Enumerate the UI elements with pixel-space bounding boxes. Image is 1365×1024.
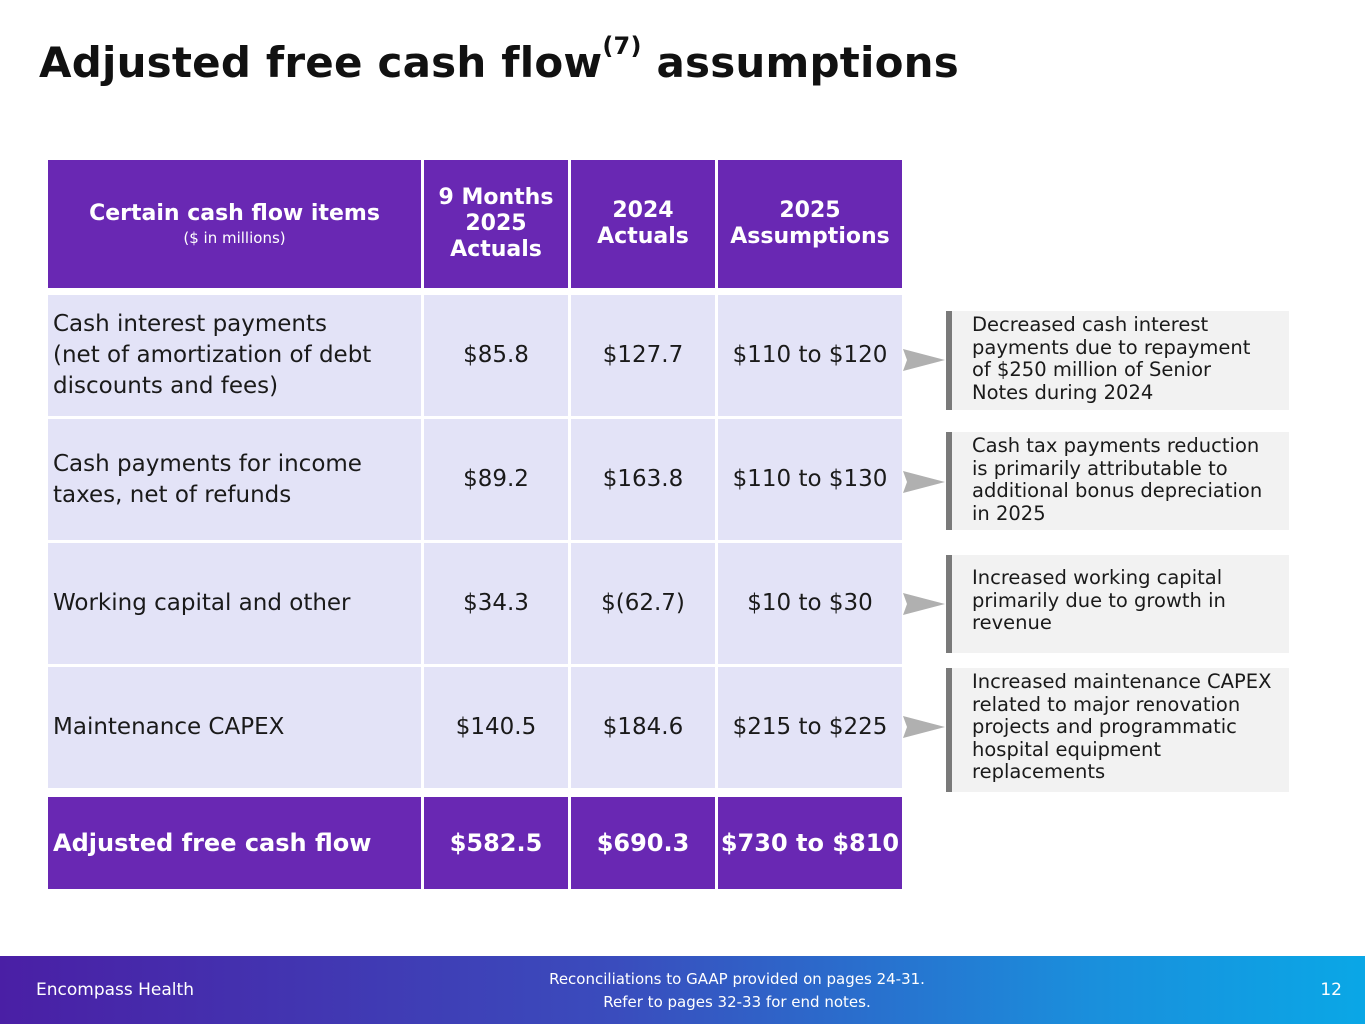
footer-brand: Encompass Health xyxy=(36,980,194,1000)
note-maintenance-capex: Increased maintenance CAPEX related to ma… xyxy=(946,668,1289,792)
total-2025: $730 to $810 xyxy=(718,797,902,889)
cell-9m-2025: $89.2 xyxy=(424,419,568,543)
footer-reconciliation-note: Reconciliations to GAAP provided on page… xyxy=(549,970,925,1011)
row-label: Working capital and other xyxy=(48,543,421,667)
table-row-income-taxes: Cash payments for income taxes, net of re… xyxy=(48,419,902,543)
header-2025-assumptions: 2025 Assumptions xyxy=(718,160,902,288)
note-cash-interest: Decreased cash interest payments due to r… xyxy=(946,311,1289,410)
row-label: Cash interest payments (net of amortizati… xyxy=(48,295,421,419)
cell-2024: $127.7 xyxy=(571,295,715,419)
cell-9m-2025: $34.3 xyxy=(424,543,568,667)
table-row-working-capital: Working capital and other $34.3 $(62.7) … xyxy=(48,543,902,667)
header-9-months-2025-actuals: 9 Months 2025 Actuals xyxy=(424,160,568,288)
note-cash-tax: Cash tax payments reduction is primarily … xyxy=(946,432,1289,530)
arrow-right-icon xyxy=(903,349,945,371)
table-row-cash-interest: Cash interest payments (net of amortizati… xyxy=(48,295,902,419)
arrow-right-icon xyxy=(903,471,945,493)
arrow-right-icon xyxy=(903,593,945,615)
header-2024-actuals: 2024 Actuals xyxy=(571,160,715,288)
row-label: Maintenance CAPEX xyxy=(48,667,421,791)
page-title: Adjusted free cash flow(7) assumptions xyxy=(39,32,959,87)
cell-2025: $110 to $130 xyxy=(718,419,902,543)
cell-2025: $10 to $30 xyxy=(718,543,902,667)
title-footnote-ref: (7) xyxy=(602,32,642,60)
cell-2025: $110 to $120 xyxy=(718,295,902,419)
table-header-row: Certain cash flow items ($ in millions) … xyxy=(48,160,902,288)
arrow-right-icon xyxy=(903,716,945,738)
cell-2024: $184.6 xyxy=(571,667,715,791)
cell-2024: $163.8 xyxy=(571,419,715,543)
note-working-capital: Increased working capital primarily due t… xyxy=(946,555,1289,653)
table-row-total: Adjusted free cash flow $582.5 $690.3 $7… xyxy=(48,797,902,889)
cell-2025: $215 to $225 xyxy=(718,667,902,791)
cash-flow-table: Certain cash flow items ($ in millions) … xyxy=(45,160,905,889)
cell-9m-2025: $85.8 xyxy=(424,295,568,419)
total-2024: $690.3 xyxy=(571,797,715,889)
total-label: Adjusted free cash flow xyxy=(48,797,421,889)
row-label: Cash payments for income taxes, net of re… xyxy=(48,419,421,543)
header-certain-cash-flow-items: Certain cash flow items ($ in millions) xyxy=(48,160,421,288)
total-9m-2025: $582.5 xyxy=(424,797,568,889)
cell-9m-2025: $140.5 xyxy=(424,667,568,791)
footer-bar: Encompass Health Reconciliations to GAAP… xyxy=(0,956,1365,1024)
cell-2024: $(62.7) xyxy=(571,543,715,667)
page-number: 12 xyxy=(1320,980,1342,1000)
table-row-maintenance-capex: Maintenance CAPEX $140.5 $184.6 $215 to … xyxy=(48,667,902,791)
